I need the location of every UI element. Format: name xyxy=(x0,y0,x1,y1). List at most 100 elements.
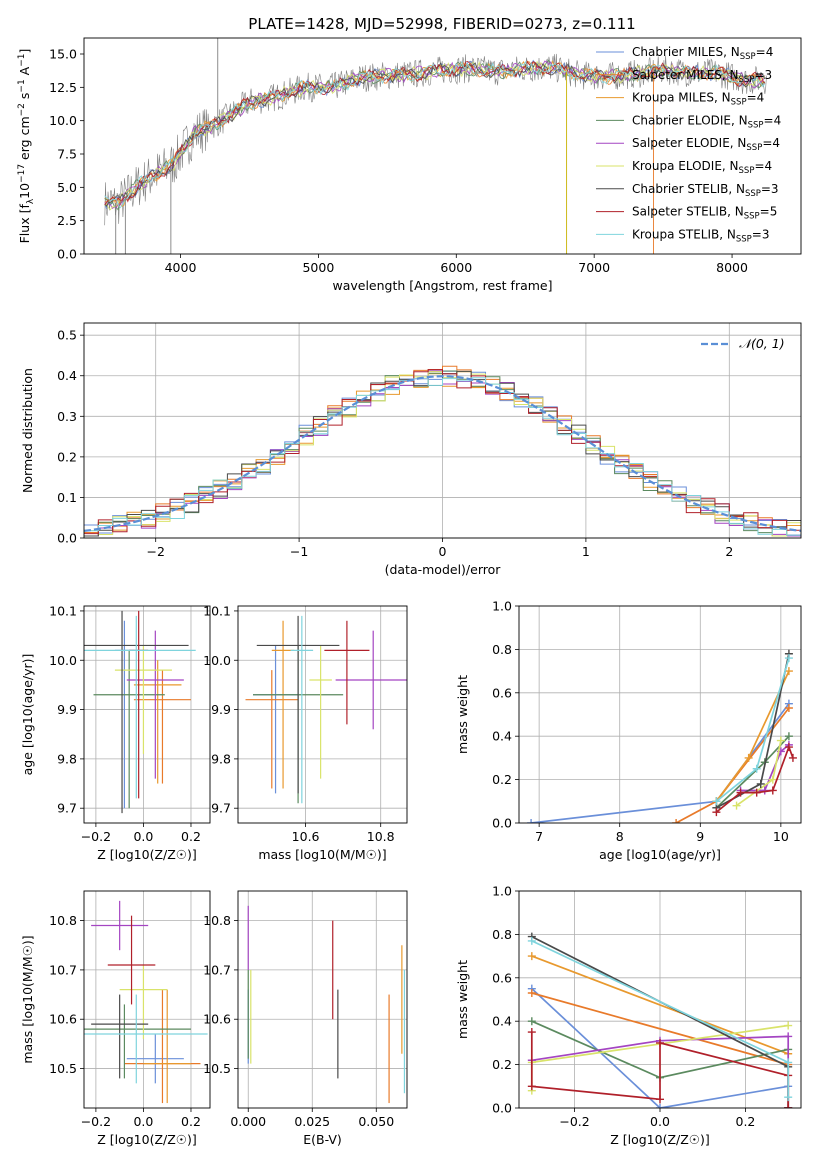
series-marker-1 xyxy=(527,988,536,997)
y-tick-label: 9.8 xyxy=(211,751,231,766)
histogram-8 xyxy=(84,377,801,536)
x-tick-label: 8 xyxy=(616,829,624,844)
x-tick-label: 0.000 xyxy=(230,1114,266,1129)
series-marker-2 xyxy=(744,753,753,762)
model-spectrum-4 xyxy=(104,60,766,209)
legend-entry: Chabrier MILES, NSSP=4 xyxy=(632,45,773,62)
y-tick-label: 10.0 xyxy=(49,113,77,128)
x-tick-label: 7000 xyxy=(578,260,610,275)
series-line-4 xyxy=(740,744,790,792)
y-tick-label: 0.8 xyxy=(492,642,512,657)
axes-frame xyxy=(518,890,802,1109)
figure-title: PLATE=1428, MJD=52998, FIBERID=0273, z=0… xyxy=(248,15,635,33)
x-tick-label: 1 xyxy=(582,544,590,559)
x-tick-label: 0.0 xyxy=(650,1114,670,1129)
axes-frame xyxy=(83,890,211,1109)
x-tick-label: 0 xyxy=(439,544,447,559)
x-axis-label: mass [log10(M/M☉)] xyxy=(258,847,386,862)
axes-frame xyxy=(237,605,408,824)
y-tick-label: 10.8 xyxy=(203,913,231,928)
series-line-5 xyxy=(736,740,782,807)
y-tick-label: 0.4 xyxy=(57,368,77,383)
y-tick-label: 9.9 xyxy=(57,702,77,717)
histogram-steps xyxy=(84,365,801,537)
series-marker-5 xyxy=(784,1021,793,1030)
errorbars xyxy=(245,615,407,804)
series-line-0 xyxy=(531,703,790,823)
x-tick-label: 4000 xyxy=(165,260,197,275)
series-marker-7 xyxy=(527,1028,536,1037)
y-tick-label: 0.4 xyxy=(492,729,512,744)
y-tick-label: 0.6 xyxy=(492,685,512,700)
y-axis-label: mass [log10(M/M☉)] xyxy=(20,935,35,1063)
spectrum-lines xyxy=(104,38,767,254)
series-marker-5 xyxy=(732,801,741,810)
y-tick-label: 10.7 xyxy=(49,962,77,977)
series-marker-7 xyxy=(784,1104,793,1108)
series-marker-7 xyxy=(752,788,761,797)
y-tick-label: 7.5 xyxy=(57,147,77,162)
series-marker-2 xyxy=(784,667,793,676)
x-tick-label: 0.025 xyxy=(294,1114,330,1129)
series-marker-8 xyxy=(784,1058,793,1067)
x-axis-label: (data-model)/error xyxy=(385,562,502,577)
axes-frame xyxy=(518,605,802,824)
y-tick-label: 1.0 xyxy=(492,884,512,899)
series-marker-5 xyxy=(768,775,777,784)
series-marker-5 xyxy=(776,736,785,745)
x-tick-label: 0.0 xyxy=(133,829,153,844)
y-tick-label: 0.2 xyxy=(492,772,512,787)
residual-histogram-panel: −2 −1 0 1 2 0.0 0.1 0.2 0.3 0.4 0.5 (data-model)/er… xyxy=(20,322,802,577)
y-tick-label: 10.5 xyxy=(203,1061,231,1076)
legend-entry: Chabrier STELIB, NSSP=3 xyxy=(632,182,779,199)
model-spectrum-6 xyxy=(104,61,766,207)
series-marker-6 xyxy=(756,779,765,788)
y-tick-label: 0.0 xyxy=(492,1101,512,1116)
weight-lines xyxy=(527,932,793,1108)
x-axis-label: Z [log10(Z/Z☉)] xyxy=(97,1132,197,1147)
axes-frame xyxy=(83,322,802,539)
legend-entry: Kroupa ELODIE, NSSP=4 xyxy=(632,159,772,176)
series-marker-3 xyxy=(784,732,793,741)
y-axis-label: mass weight xyxy=(455,960,470,1039)
y-tick-label: 0.2 xyxy=(492,1057,512,1072)
x-tick-label: 9 xyxy=(696,829,704,844)
series-marker-7 xyxy=(712,808,721,817)
series-marker-8 xyxy=(784,654,793,663)
x-axis-label: age [log10(age/yr)] xyxy=(599,847,721,862)
y-tick-label: 10.7 xyxy=(203,962,231,977)
x-axis-label: E(B-V) xyxy=(303,1132,342,1147)
legend-entry: Kroupa MILES, NSSP=4 xyxy=(632,91,764,108)
model-spectrum-7 xyxy=(104,60,766,206)
series-marker-8 xyxy=(712,797,721,806)
x-tick-label: −1 xyxy=(290,544,308,559)
series-marker-7 xyxy=(656,1095,664,1104)
age-vs-metallicity-panel: −0.2 0.0 0.2 9.7 9.8 9.9 10.0 10.1 Z [log10(Z/Z☉… xyxy=(20,603,211,862)
series-line-6 xyxy=(715,653,790,809)
y-tick-label: 9.7 xyxy=(211,801,231,816)
x-tick-label: 7 xyxy=(535,829,543,844)
y-tick-label: 10.1 xyxy=(49,603,77,618)
y-tick-label: 9.8 xyxy=(57,751,77,766)
series-marker-7 xyxy=(736,788,745,797)
model-spectrum-8 xyxy=(104,60,766,209)
series-marker-1 xyxy=(784,703,793,712)
errorbars xyxy=(84,610,196,814)
axes-frame xyxy=(83,37,802,255)
axes-frame xyxy=(83,605,211,824)
y-tick-label: 9.9 xyxy=(211,702,231,717)
model-spectrum-3 xyxy=(104,59,766,212)
y-tick-label: 5.0 xyxy=(57,180,77,195)
mass-weight-vs-metallicity-panel: −0.2 0.0 0.2 0.0 0.2 0.4 0.6 0.8 1.0 Z [log10(Z/Z… xyxy=(455,884,802,1147)
x-tick-label: 0.2 xyxy=(736,1114,756,1129)
legend-entry: Salpeter STELIB, NSSP=5 xyxy=(632,205,777,222)
legend-entry: Salpeter MILES, NSSP=3 xyxy=(632,68,772,85)
mass-vs-ebv-panel: 0.000 0.025 0.050 10.5 10.6 10.7 10.8 E(B-V) xyxy=(203,890,408,1147)
axes-frame xyxy=(237,890,408,1109)
legend-entry: Salpeter ELODIE, NSSP=4 xyxy=(632,136,780,153)
y-tick-label: 2.5 xyxy=(57,213,77,228)
x-tick-label: 8000 xyxy=(716,260,748,275)
y-axis-label: Normed distribution xyxy=(20,368,35,493)
y-axis-label: age [log10(age/yr)] xyxy=(20,654,35,776)
